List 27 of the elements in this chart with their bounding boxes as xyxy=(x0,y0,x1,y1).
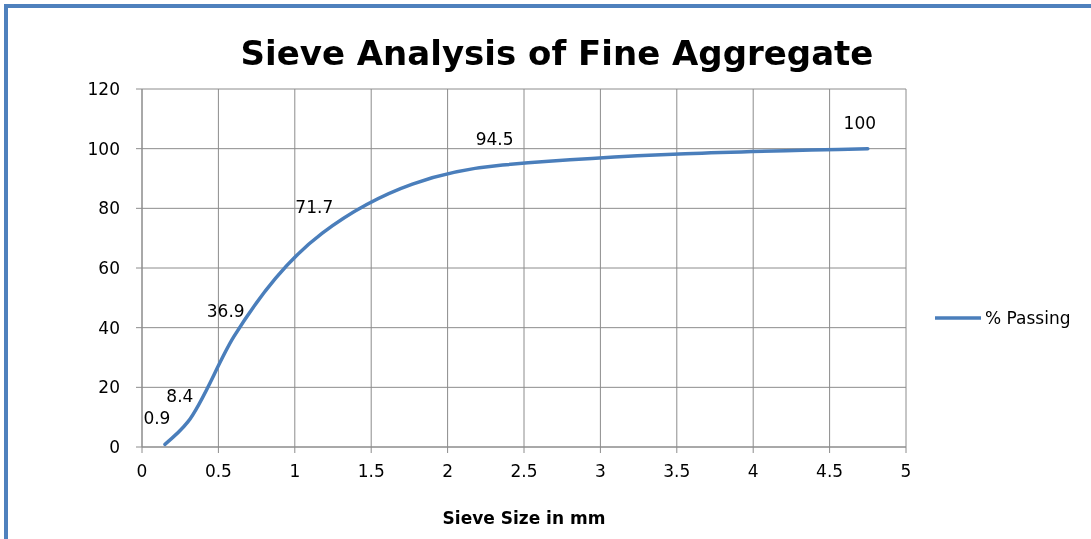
y-tick-label: 40 xyxy=(98,317,120,338)
y-tick-label: 120 xyxy=(87,79,120,99)
data-label: 94.5 xyxy=(475,129,514,150)
y-tick-label: 0 xyxy=(109,437,120,457)
x-axis-title: Sieve Size in mm xyxy=(442,508,606,528)
x-tick-label: 5 xyxy=(900,461,912,481)
x-tick-label: 2.5 xyxy=(510,461,538,481)
y-tick-label: 60 xyxy=(98,258,120,278)
x-tick-label: 2 xyxy=(442,461,454,481)
data-label: 0.9 xyxy=(143,408,171,429)
x-tick-label: 3 xyxy=(594,461,606,481)
x-tick-label: 4 xyxy=(747,461,759,481)
x-tick-label: 0 xyxy=(136,461,148,481)
x-tick-label: 4.5 xyxy=(816,461,844,481)
y-tick-label: 100 xyxy=(87,138,120,159)
x-tick-label: 1.5 xyxy=(357,461,385,481)
chart-title: Sieve Analysis of Fine Aggregate xyxy=(240,33,874,73)
x-tick-label: 1 xyxy=(289,461,301,481)
legend-label: % Passing xyxy=(985,308,1071,328)
x-tick-label: 3.5 xyxy=(663,461,691,481)
y-tick-label: 80 xyxy=(98,198,120,219)
data-label: 100 xyxy=(843,112,877,133)
data-label: 36.9 xyxy=(206,300,245,321)
x-tick-label: 0.5 xyxy=(204,461,232,481)
data-label: 71.7 xyxy=(295,197,334,218)
data-label: 8.4 xyxy=(166,385,194,406)
y-tick-label: 20 xyxy=(98,377,120,398)
